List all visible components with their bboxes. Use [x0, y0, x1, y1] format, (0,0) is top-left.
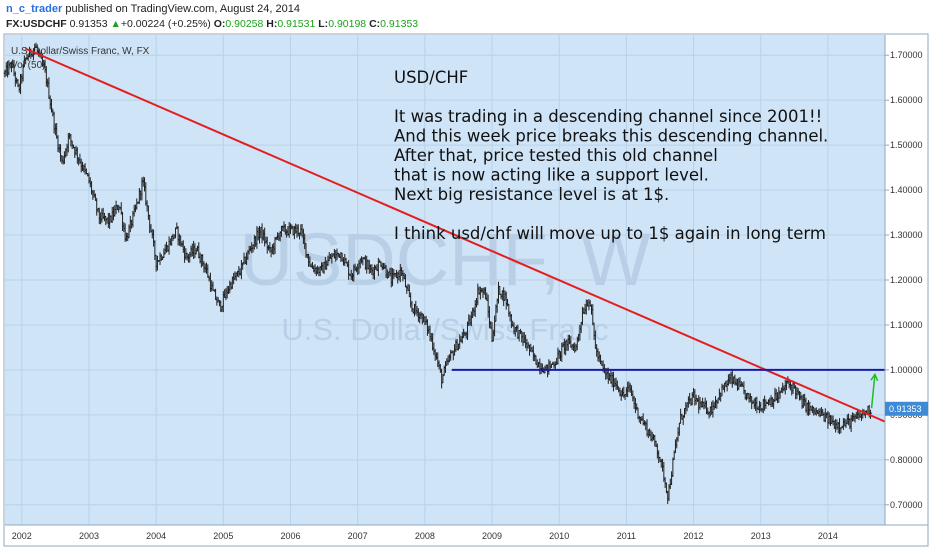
- x-tick-label: 2012: [684, 531, 704, 541]
- publish-info: n_c_trader published on TradingView.com,…: [6, 3, 300, 15]
- annotation-line: I think usd/chf will move up to 1$ again…: [394, 224, 826, 243]
- annotation-text: USD/CHF It was trading in a descending ch…: [394, 68, 828, 243]
- x-tick-label: 2002: [12, 531, 32, 541]
- drawings: [24, 47, 886, 423]
- x-tick-label: 2006: [280, 531, 300, 541]
- open-label: O:: [213, 18, 226, 30]
- low-label: L:: [318, 18, 329, 30]
- x-tick-label: 2005: [213, 531, 233, 541]
- y-tick-label: 1.40000: [890, 185, 923, 195]
- y-tick-label: 1.70000: [890, 50, 923, 60]
- close-label: C:: [369, 18, 381, 30]
- annotation-line: Next big resistance level is at 1$.: [394, 185, 669, 204]
- author-name[interactable]: n_c_trader: [6, 3, 63, 15]
- symbol-label: FX:USDCHF: [6, 18, 67, 30]
- high-label: H:: [266, 18, 278, 30]
- low-value: 0.90198: [328, 18, 367, 30]
- price-tag-box: [885, 401, 928, 416]
- time-axis[interactable]: 2002 2003 2004 2005 2006 2007 2008 2009 2010 2011…: [12, 531, 838, 541]
- x-tick-label: 2010: [549, 531, 569, 541]
- pane-title: U.S. Dollar/Swiss Franc, W, FX: [11, 46, 150, 57]
- price-tag-label: 0.91353: [889, 404, 922, 414]
- price-axis[interactable]: 1.70000 1.60000 1.50000 1.40000 1.30000 1.200…: [885, 50, 923, 510]
- x-tick-label: 2011: [617, 531, 636, 541]
- up-arrow-shaft: [870, 374, 876, 409]
- volume-label: Vol (50): [11, 60, 45, 71]
- y-tick-label: 0.80000: [890, 455, 923, 465]
- y-tick-label: 1.20000: [890, 275, 923, 285]
- annotation-line: After that, price tested this old channe…: [394, 146, 718, 165]
- last-price-tag: 0.91353: [885, 401, 928, 416]
- x-tick-label: 2013: [751, 531, 771, 541]
- y-tick-label: 0.70000: [890, 500, 923, 510]
- high-value: 0.91531: [277, 18, 316, 30]
- x-tick-label: 2008: [415, 531, 435, 541]
- price-bars: [3, 42, 873, 504]
- annotation-line: It was trading in a descending channel s…: [394, 107, 822, 126]
- last-price: 0.91353: [69, 18, 108, 30]
- publish-text: published on TradingView.com, August 24,…: [65, 3, 300, 15]
- up-arrow-icon: [870, 372, 879, 382]
- open-value: 0.90258: [225, 18, 264, 30]
- change-up-icon: ▲: [110, 18, 121, 30]
- watermark-name: U.S. Dollar/Swiss Franc: [281, 312, 608, 347]
- close-value: 0.91353: [380, 18, 419, 30]
- x-tick-label: 2014: [818, 531, 838, 541]
- x-tick-label: 2003: [79, 531, 99, 541]
- y-tick-label: 1.60000: [890, 95, 923, 105]
- y-tick-label: 1.10000: [890, 320, 923, 330]
- x-tick-label: 2009: [482, 531, 502, 541]
- x-tick-label: 2004: [146, 531, 166, 541]
- change-value: +0.00224 (+0.25%): [120, 18, 211, 30]
- y-tick-label: 1.00000: [890, 365, 923, 375]
- watermark-symbol: USDCHF, W: [239, 218, 650, 301]
- annotation-line: that is now acting like a support level.: [394, 166, 709, 185]
- x-tick-label: 2007: [348, 531, 368, 541]
- annotation-line: And this week price breaks this descendi…: [394, 127, 828, 146]
- chart-frame: [3, 33, 929, 547]
- y-tick-label: 1.50000: [890, 140, 923, 150]
- y-tick-label: 1.30000: [890, 230, 923, 240]
- annotation-line: USD/CHF: [394, 68, 468, 87]
- ohlc-bar: FX:USDCHF 0.91353 ▲+0.00224 (+0.25%) O:0…: [6, 18, 418, 30]
- trendline: [24, 47, 886, 423]
